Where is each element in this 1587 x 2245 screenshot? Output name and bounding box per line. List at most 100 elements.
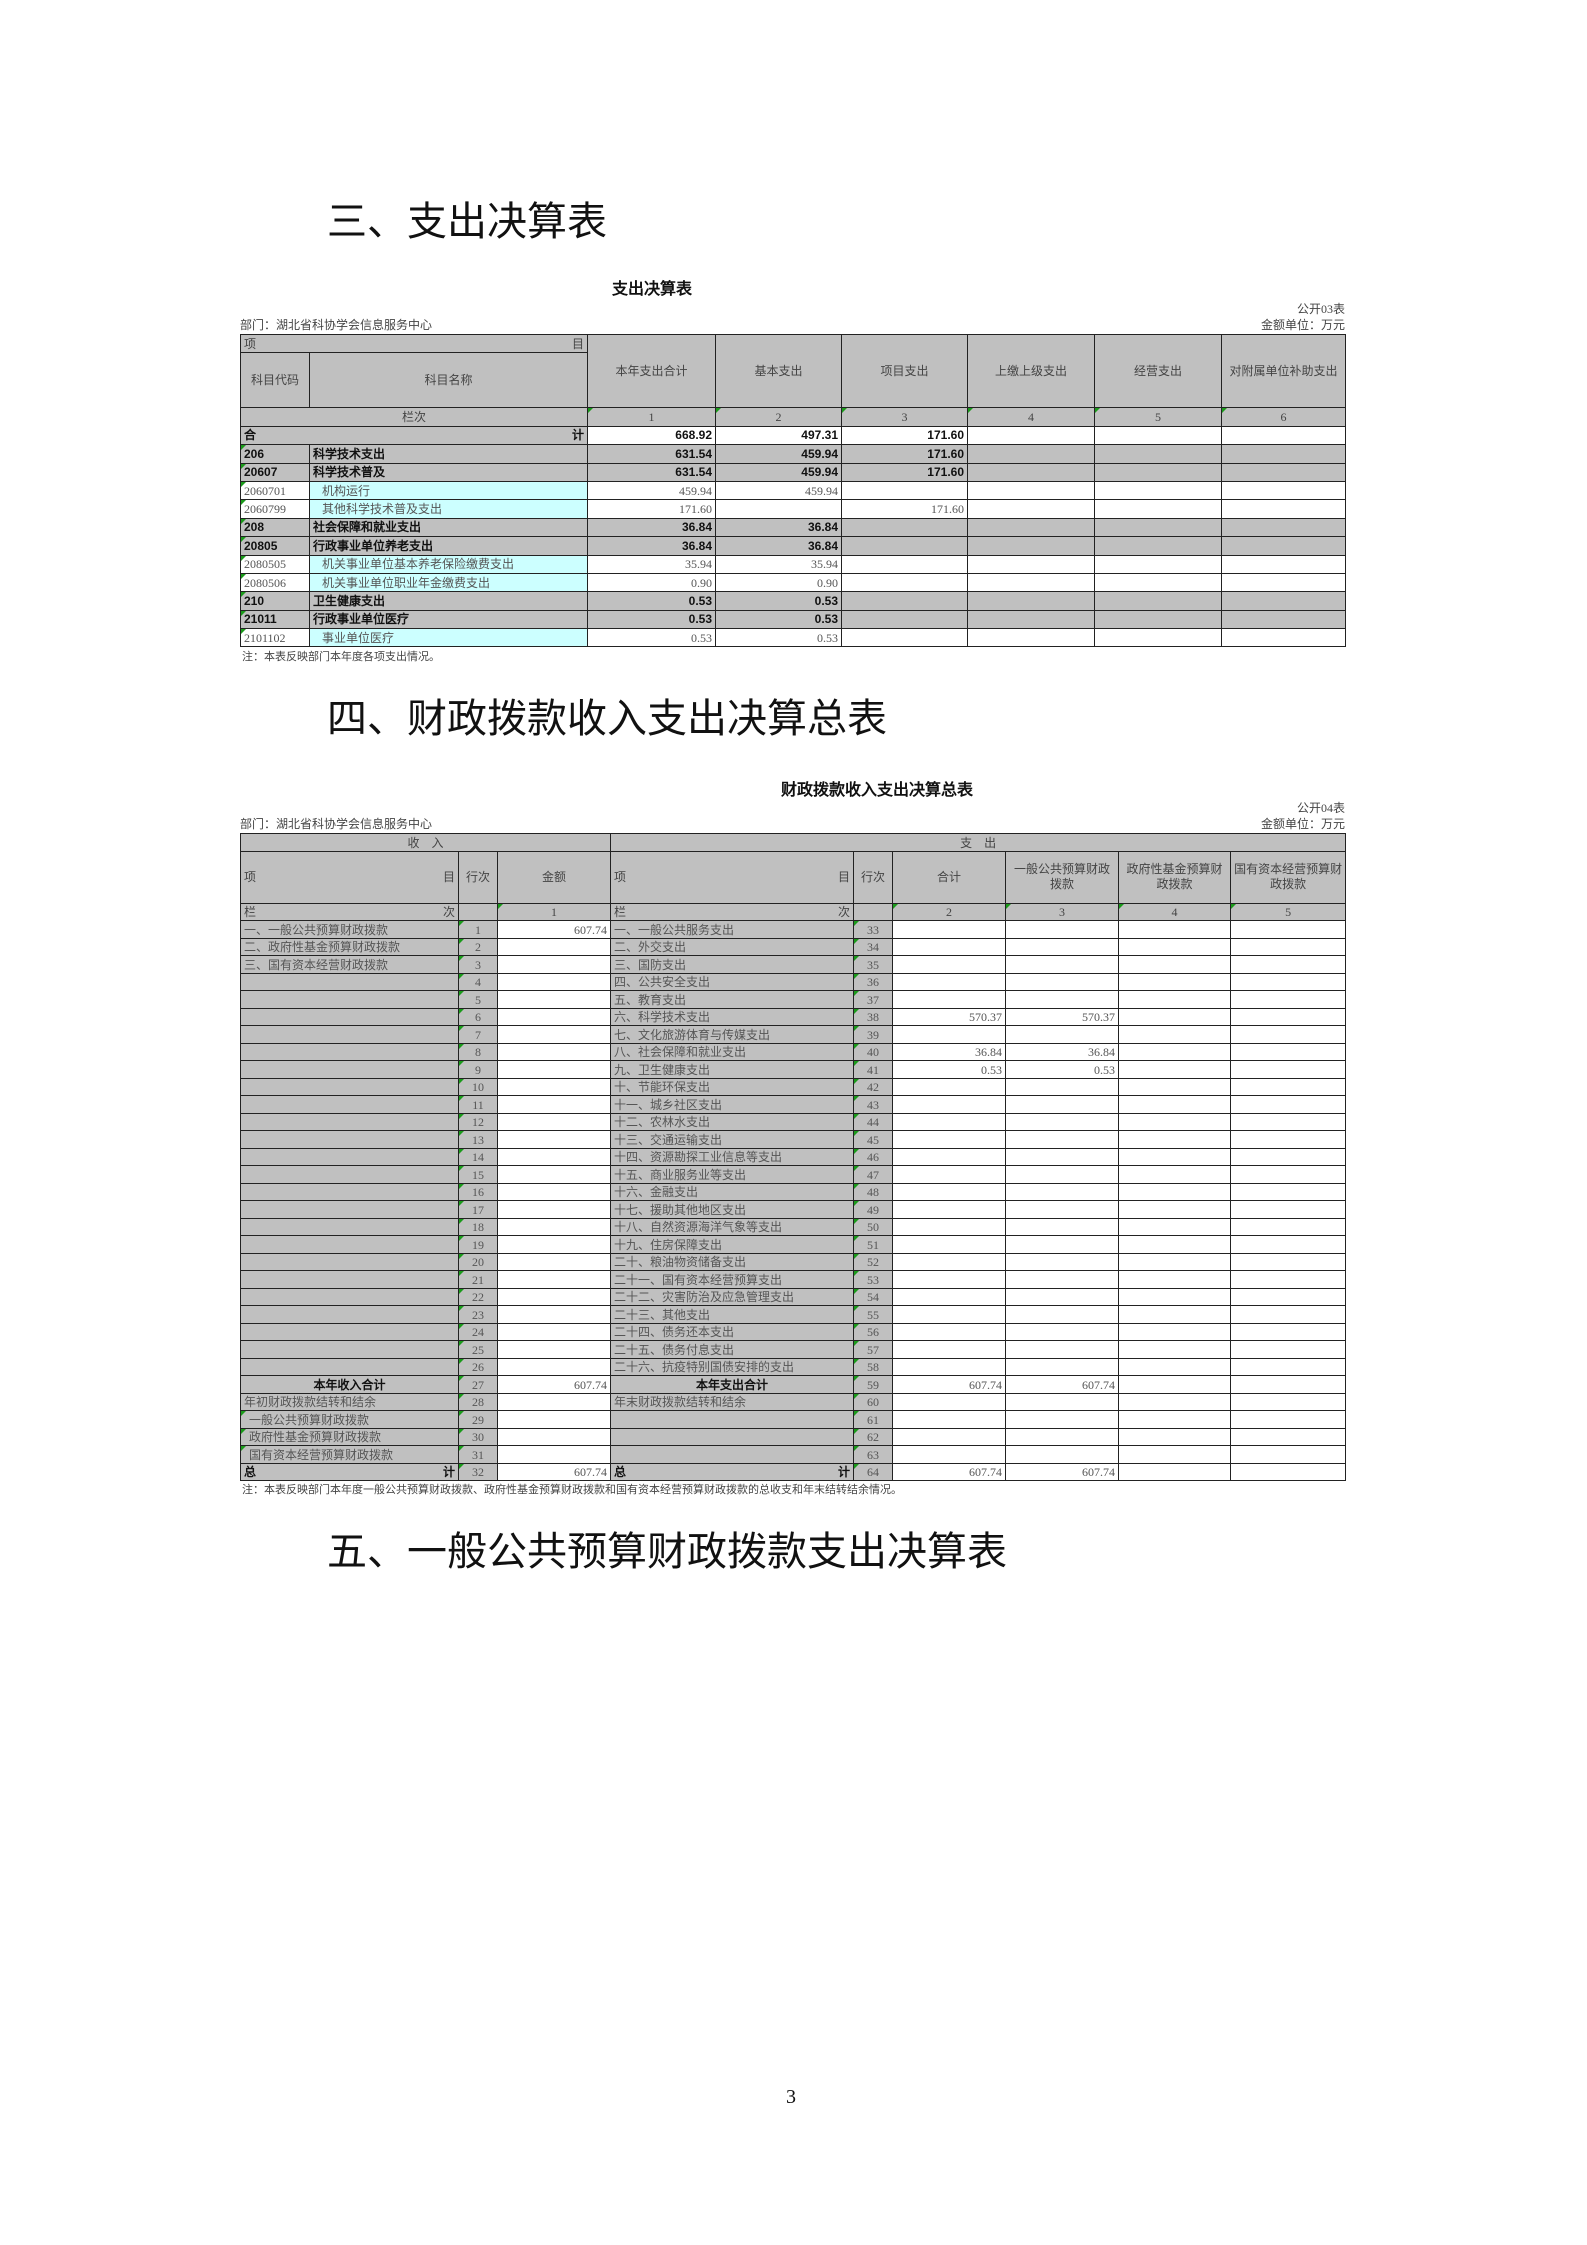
expense-item: 十六、金融支出	[610, 1182, 855, 1202]
value-cell	[1005, 1392, 1120, 1412]
value-cell	[892, 1130, 1007, 1149]
value-cell	[967, 591, 1095, 611]
value-cell: 459.94	[715, 444, 842, 464]
table-row: 18 十八、自然资源海洋气象等支出 50	[240, 1217, 1347, 1237]
expense-item: 十四、资源勘探工业信息等支出	[610, 1147, 855, 1167]
value-cell	[1094, 628, 1222, 648]
value-cell	[967, 554, 1095, 574]
value-cell	[1118, 1112, 1232, 1132]
expense-item: 一、一般公共服务支出	[610, 920, 855, 939]
income-amount	[496, 972, 612, 992]
table04-title: 财政拨款收入支出决算总表	[780, 780, 974, 800]
income-line-no: 1	[458, 920, 498, 939]
income-amount	[496, 955, 612, 974]
value-cell	[892, 1252, 1007, 1272]
expense-line-no: 43	[853, 1095, 894, 1114]
income-line-no: 29	[458, 1410, 498, 1429]
income-line-no: 32	[458, 1462, 498, 1482]
value-cell	[1230, 1322, 1347, 1342]
table-row: 一般公共预算财政拨款 29 61	[240, 1410, 1347, 1429]
value-cell	[1230, 1130, 1347, 1149]
expense-item: 九、卫生健康支出	[610, 1060, 855, 1079]
value-cell	[1230, 1427, 1347, 1447]
table-row: 5 五、教育支出 37	[240, 990, 1347, 1009]
value-cell: 570.37	[1005, 1007, 1120, 1027]
value-cell	[1118, 990, 1232, 1009]
table-row: 26 二十六、抗疫特别国债安排的支出 58	[240, 1357, 1347, 1377]
value-cell	[1221, 499, 1346, 519]
income-item	[240, 1287, 459, 1307]
expense-item: 二十四、债务还本支出	[610, 1322, 855, 1342]
table-row: 13 十三、交通运输支出 45	[240, 1130, 1347, 1149]
income-amount	[496, 1410, 612, 1429]
expense-item: 三、国防支出	[610, 955, 855, 974]
subject-name: 其他科学技术普及支出	[309, 499, 588, 519]
grand-total-label: 总计	[240, 1462, 459, 1482]
value-cell	[1118, 1462, 1232, 1482]
income-item	[240, 1182, 459, 1202]
fiscal-appropriation-table: 收 入支 出项目行次 金额项目行次 合计 一般公共预算财政拨款 政府性基金预算财政拨款国…	[239, 833, 1347, 1482]
income-line-no: 3	[458, 955, 498, 974]
value-cell: 36.84	[1005, 1042, 1120, 1062]
column-number: 1	[587, 407, 716, 427]
expense-line-no: 53	[853, 1270, 894, 1289]
value-cell	[1118, 1305, 1232, 1324]
value-cell: 631.54	[587, 444, 716, 464]
value-cell	[1005, 920, 1120, 939]
column-header: 对附属单位补助支出	[1221, 333, 1346, 409]
subject-name: 行政事业单位医疗	[309, 609, 588, 630]
expense-line-no: 46	[853, 1147, 894, 1167]
subject-name: 科学技术支出	[309, 444, 588, 464]
value-cell	[892, 1357, 1007, 1377]
expense-line-no: 59	[853, 1375, 894, 1394]
group-header-row: 收 入支 出	[239, 833, 1347, 852]
expense-header: 支 出	[610, 833, 1347, 852]
income-amount	[496, 1445, 612, 1464]
value-cell	[1118, 1095, 1232, 1114]
income-item	[240, 1252, 459, 1272]
income-item	[240, 1340, 459, 1359]
expense-item-header: 项目	[610, 850, 855, 904]
value-cell	[1230, 1357, 1347, 1377]
income-item: 年初财政拨款结转和结余	[240, 1392, 459, 1412]
expense-line-no: 51	[853, 1235, 894, 1254]
income-line-no: 13	[458, 1130, 498, 1149]
income-line-no: 12	[458, 1112, 498, 1132]
income-item	[240, 1007, 459, 1027]
value-cell	[892, 937, 1007, 957]
column-number: 6	[1221, 407, 1346, 427]
income-amount	[496, 1025, 612, 1044]
split-right: 次	[442, 905, 455, 920]
split-left: 合	[244, 428, 257, 443]
value-cell	[967, 425, 1095, 446]
table03-title: 支出决算表	[611, 279, 693, 298]
value-cell: 607.74	[1005, 1462, 1120, 1482]
expense-item: 二十六、抗疫特别国债安排的支出	[610, 1357, 855, 1377]
income-item	[240, 1112, 459, 1132]
subject-code: 2101102	[240, 628, 310, 648]
income-item	[240, 1060, 459, 1079]
split-left: 总	[244, 1465, 257, 1480]
value-cell	[841, 536, 968, 556]
value-cell	[1118, 1042, 1232, 1062]
value-cell	[1005, 1252, 1120, 1272]
income-line-no: 23	[458, 1305, 498, 1324]
income-item: 三、国有资本经营财政拨款	[240, 955, 459, 974]
value-cell	[1094, 609, 1222, 630]
value-cell	[1118, 1007, 1232, 1027]
income-line-no: 24	[458, 1322, 498, 1342]
expense-item: 二十二、灾害防治及应急管理支出	[610, 1287, 855, 1307]
subject-name: 机构运行	[309, 480, 588, 501]
value-cell	[892, 1445, 1007, 1464]
value-cell	[892, 1147, 1007, 1167]
value-cell	[892, 1410, 1007, 1429]
subject-code: 2080505	[240, 554, 310, 574]
value-cell	[1230, 1112, 1347, 1132]
table-row: 一、一般公共预算财政拨款 1 607.74 一、一般公共服务支出 33	[240, 920, 1347, 939]
expense-line-no: 41	[853, 1060, 894, 1079]
expense-line-no: 62	[853, 1427, 894, 1447]
income-amount: 607.74	[496, 1462, 612, 1482]
value-cell: 607.74	[892, 1375, 1007, 1394]
income-line-no: 4	[458, 972, 498, 992]
value-cell	[1221, 554, 1346, 574]
